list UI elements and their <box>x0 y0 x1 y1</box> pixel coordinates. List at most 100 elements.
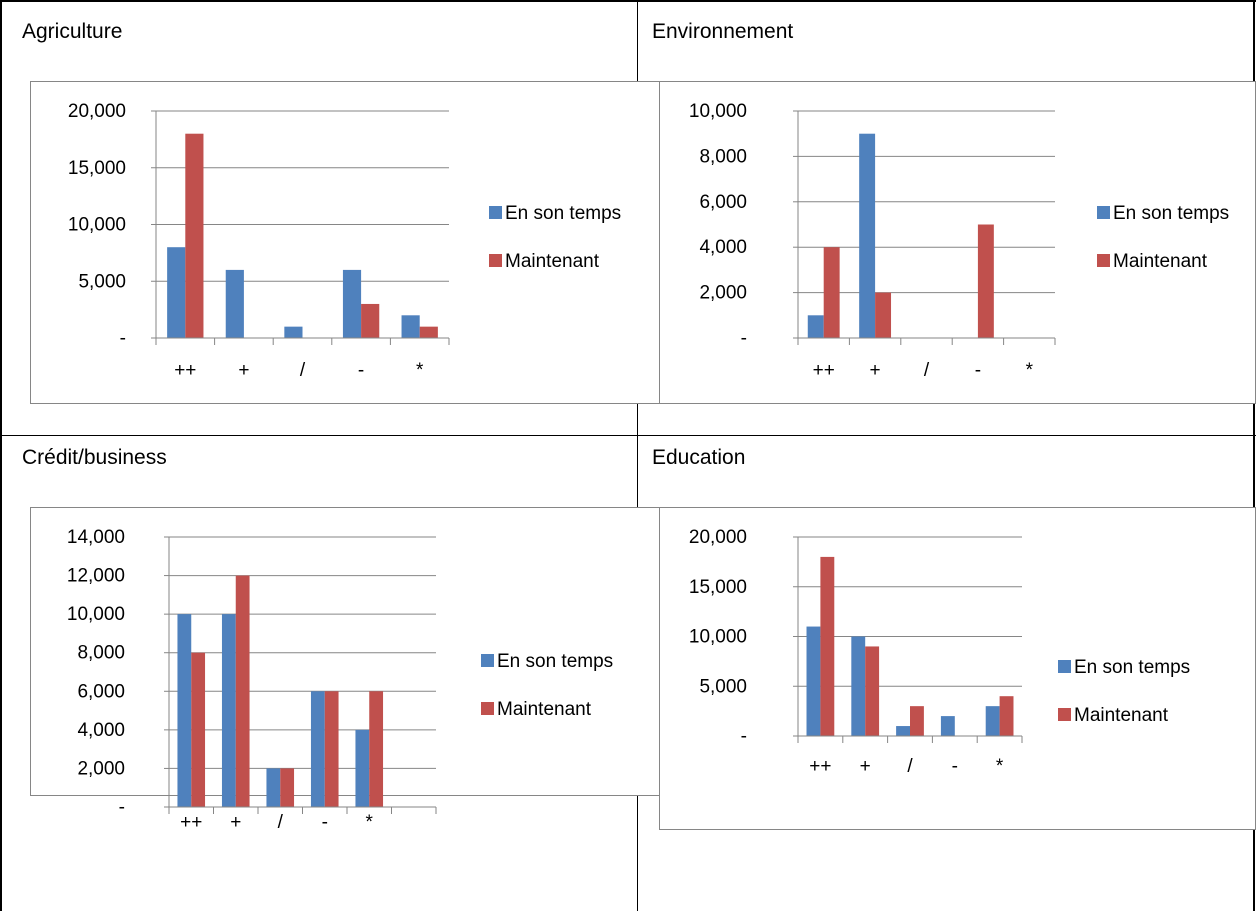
table-divider-vertical <box>637 0 638 911</box>
y-tick-label: 5,000 <box>699 676 747 697</box>
y-tick-label: - <box>741 328 747 349</box>
legend-label-en-son-temps: En son temps <box>1074 657 1190 678</box>
y-tick-label: 12,000 <box>67 566 125 587</box>
bar-en-son-temps <box>342 269 362 338</box>
panel-title-education: Education <box>652 446 746 469</box>
legend-label-maintenant: Maintenant <box>1074 705 1169 726</box>
bar-maintenant <box>324 691 339 807</box>
table-border-left <box>0 0 2 911</box>
y-tick-label: 10,000 <box>67 604 125 625</box>
legend-label-en-son-temps: En son temps <box>1113 203 1229 224</box>
y-tick-label: 8,000 <box>699 146 747 167</box>
bar-maintenant <box>361 303 380 338</box>
x-tick-label: / <box>278 812 284 833</box>
chart-credit: - 2,000 4,000 6,000 8,000 10,000 12,000 14,000 +… <box>30 507 662 833</box>
bar-en-son-temps <box>940 716 955 736</box>
y-tick-label: 2,000 <box>699 283 747 304</box>
bar-en-son-temps <box>807 315 824 338</box>
legend-swatch-en-son-temps <box>481 654 494 667</box>
panel-title-agriculture: Agriculture <box>22 20 123 43</box>
y-tick-label: 8,000 <box>77 643 125 664</box>
bar-maintenant <box>999 696 1014 736</box>
bar-en-son-temps <box>167 247 186 338</box>
x-tick-label: ++ <box>180 812 202 833</box>
x-tick-label: + <box>238 360 249 381</box>
y-tick-label: - <box>741 726 747 747</box>
y-tick-label: - <box>119 797 125 818</box>
x-tick-label: - <box>358 360 364 381</box>
bar-maintenant <box>369 691 384 807</box>
y-tick-label: 4,000 <box>77 720 125 741</box>
legend-swatch-maintenant <box>481 702 494 715</box>
legend-swatch-maintenant <box>489 254 502 267</box>
bar-en-son-temps <box>355 729 370 807</box>
x-tick-label: - <box>952 756 958 777</box>
y-tick-label: 15,000 <box>68 158 126 179</box>
y-tick-label: 20,000 <box>68 101 126 122</box>
bar-maintenant <box>823 247 840 338</box>
x-tick-label: / <box>907 756 913 777</box>
bar-maintenant <box>235 575 250 807</box>
panel-title-environnement: Environnement <box>652 20 794 43</box>
x-tick-label: - <box>322 812 328 833</box>
chart-education: -5,000 10,000 15,000 20,000 ++ + / - * En son tem… <box>659 507 1256 830</box>
bar-en-son-temps <box>896 726 910 736</box>
table-border-top <box>0 0 1256 2</box>
bar-maintenant <box>185 133 204 338</box>
y-tick-label: 6,000 <box>699 192 747 213</box>
bar-maintenant <box>419 326 438 338</box>
bar-maintenant <box>910 706 924 736</box>
bar-maintenant <box>977 224 994 338</box>
x-tick-label: / <box>300 360 306 381</box>
y-tick-label: 10,000 <box>68 215 126 236</box>
bar-maintenant <box>280 768 295 807</box>
legend-swatch-en-son-temps <box>1058 660 1071 673</box>
legend-swatch-maintenant <box>1097 254 1110 267</box>
bar-en-son-temps <box>985 706 1000 736</box>
bar-maintenant <box>865 646 880 736</box>
x-tick-label: * <box>366 812 374 833</box>
bar-en-son-temps <box>177 614 192 807</box>
legend-label-maintenant: Maintenant <box>505 251 600 272</box>
legend-label-maintenant: Maintenant <box>497 699 592 720</box>
bar-en-son-temps <box>401 315 420 338</box>
x-tick-label: * <box>1026 360 1034 381</box>
y-tick-label: 4,000 <box>699 237 747 258</box>
x-tick-label: - <box>975 360 981 381</box>
x-tick-label: + <box>230 812 241 833</box>
y-tick-label: 5,000 <box>78 271 126 292</box>
x-tick-label: * <box>416 360 424 381</box>
x-tick-label: ++ <box>813 360 835 381</box>
bar-maintenant <box>820 556 835 736</box>
x-tick-label: + <box>860 756 871 777</box>
bar-maintenant <box>875 292 892 338</box>
panel-title-credit: Crédit/business <box>22 446 167 469</box>
bar-en-son-temps <box>310 691 325 807</box>
y-tick-label: 6,000 <box>77 681 125 702</box>
bar-en-son-temps <box>266 768 281 807</box>
chart-credit-svg: - 2,000 4,000 6,000 8,000 10,000 12,000 14,000 +… <box>67 527 613 833</box>
legend-swatch-en-son-temps <box>489 206 502 219</box>
chart-agriculture: -5,000 10,000 15,000 20,000 ++ + / - * En son tem… <box>30 81 662 404</box>
legend-swatch-en-son-temps <box>1097 206 1110 219</box>
legend-label-en-son-temps: En son temps <box>505 203 621 224</box>
bar-en-son-temps <box>806 626 821 736</box>
bar-en-son-temps <box>851 636 866 736</box>
bar-en-son-temps <box>284 326 303 338</box>
legend-swatch-maintenant <box>1058 708 1071 721</box>
x-tick-label: / <box>924 360 930 381</box>
y-tick-label: 2,000 <box>77 758 125 779</box>
y-tick-label: 15,000 <box>689 577 747 598</box>
y-tick-label: - <box>120 328 126 349</box>
x-tick-label: ++ <box>174 360 196 381</box>
y-tick-label: 20,000 <box>689 527 747 548</box>
legend-label-maintenant: Maintenant <box>1113 251 1208 272</box>
x-tick-label: ++ <box>809 756 831 777</box>
bar-maintenant <box>191 652 206 807</box>
bar-en-son-temps <box>221 614 236 807</box>
y-tick-label: 10,000 <box>689 101 747 122</box>
